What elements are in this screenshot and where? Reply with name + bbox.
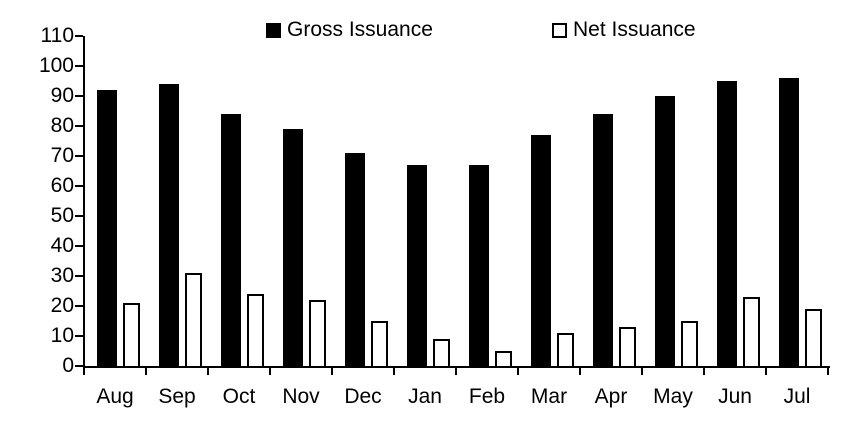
- gross-issuance-bar: [717, 81, 737, 366]
- y-tick-label: 40: [50, 234, 74, 257]
- plot-area: [84, 36, 828, 366]
- x-tick-label: Dec: [344, 385, 382, 408]
- y-tick: [75, 125, 83, 127]
- y-tick-label: 20: [50, 294, 74, 317]
- x-tick: [145, 368, 147, 375]
- x-tick: [827, 368, 829, 375]
- x-tick: [83, 368, 85, 375]
- y-tick-label: 60: [50, 174, 74, 197]
- net-issuance-bar: [557, 333, 574, 366]
- gross-issuance-bar: [97, 90, 117, 366]
- x-tick: [207, 368, 209, 375]
- net-issuance-bar: [185, 273, 202, 366]
- x-tick: [517, 368, 519, 375]
- net-issuance-bar: [123, 303, 140, 366]
- y-tick: [75, 215, 83, 217]
- x-tick-label: Apr: [594, 385, 628, 408]
- gross-issuance-bar: [593, 114, 613, 366]
- y-tick-label: 30: [50, 264, 74, 287]
- gross-issuance-bar: [159, 84, 179, 366]
- x-tick-label: Mar: [530, 385, 568, 408]
- y-tick: [75, 95, 83, 97]
- gross-issuance-bar: [221, 114, 241, 366]
- x-tick-label: Feb: [468, 385, 506, 408]
- y-tick: [75, 365, 83, 367]
- x-tick-label: Jul: [783, 385, 811, 408]
- y-tick: [75, 245, 83, 247]
- x-tick: [579, 368, 581, 375]
- y-tick-label: 100: [38, 54, 74, 77]
- x-tick-label: Jan: [408, 385, 442, 408]
- net-issuance-bar: [433, 339, 450, 366]
- x-tick: [765, 368, 767, 375]
- y-tick-label: 10: [50, 324, 74, 347]
- y-tick: [75, 275, 83, 277]
- legend-label-gross-issuance: Gross Issuance: [287, 18, 433, 41]
- x-tick: [269, 368, 271, 375]
- legend-item-gross-issuance: Gross Issuance: [266, 18, 433, 42]
- y-tick-label: 70: [50, 144, 74, 167]
- x-tick: [393, 368, 395, 375]
- y-tick-label: 110: [40, 24, 74, 47]
- x-tick-label: Jun: [718, 385, 752, 408]
- gross-issuance-bar: [779, 78, 799, 366]
- y-axis-line: [83, 36, 85, 368]
- x-tick-label: Oct: [222, 385, 256, 408]
- x-tick-label: Nov: [282, 385, 320, 408]
- net-issuance-bar: [309, 300, 326, 366]
- gross-issuance-bar: [345, 153, 365, 366]
- legend-item-net-issuance: Net Issuance: [552, 18, 696, 42]
- net-issuance-bar: [619, 327, 636, 366]
- x-tick: [641, 368, 643, 375]
- x-tick-label: Aug: [96, 385, 134, 408]
- gross-issuance-bar: [469, 165, 489, 366]
- net-issuance-bar: [743, 297, 760, 366]
- y-tick: [75, 335, 83, 337]
- x-tick: [331, 368, 333, 375]
- y-tick-label: 0: [62, 354, 74, 377]
- x-tick: [455, 368, 457, 375]
- y-tick: [75, 305, 83, 307]
- x-axis-line: [83, 366, 830, 368]
- x-tick-label: Sep: [158, 385, 196, 408]
- gross-issuance-bar: [531, 135, 551, 366]
- y-tick-label: 50: [50, 204, 74, 227]
- y-tick: [75, 35, 83, 37]
- y-tick: [75, 65, 83, 67]
- y-tick: [75, 185, 83, 187]
- net-issuance-bar: [681, 321, 698, 366]
- net-issuance-bar: [371, 321, 388, 366]
- legend-label-net-issuance: Net Issuance: [573, 18, 696, 41]
- gross-issuance-swatch-icon: [266, 22, 281, 38]
- y-tick-label: 90: [50, 84, 74, 107]
- gross-issuance-bar: [655, 96, 675, 366]
- net-issuance-swatch-icon: [552, 22, 567, 38]
- y-tick-label: 80: [50, 114, 74, 137]
- x-tick: [703, 368, 705, 375]
- gross-issuance-bar: [283, 129, 303, 366]
- gross-issuance-bar: [407, 165, 427, 366]
- y-tick: [75, 155, 83, 157]
- net-issuance-bar: [247, 294, 264, 366]
- x-tick-label: May: [653, 385, 693, 408]
- net-issuance-bar: [495, 351, 512, 366]
- net-issuance-bar: [805, 309, 822, 366]
